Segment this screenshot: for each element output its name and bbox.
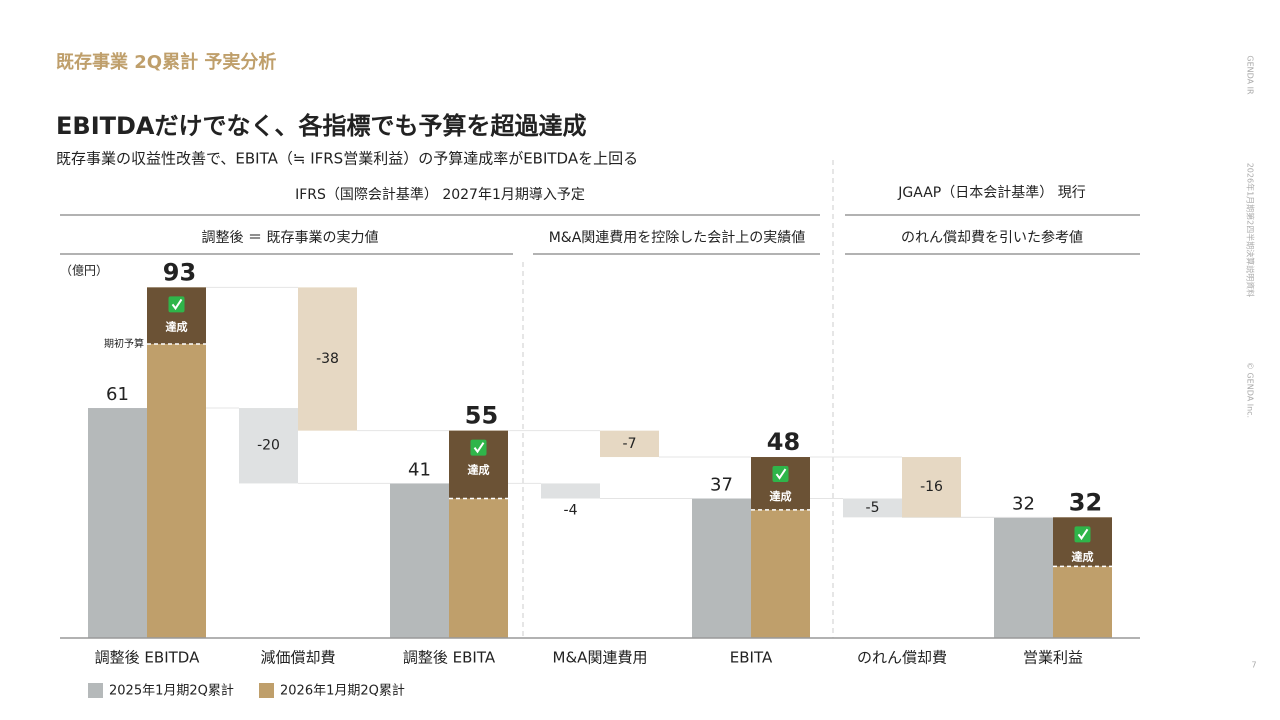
value-label: 61 [106,384,129,405]
legend-label: 2026年1月期2Q累計 [280,683,405,699]
legend-swatch [259,683,274,698]
check-icon [470,439,487,456]
delta-bar [600,430,659,458]
delta-bar [902,457,961,518]
delta-bar [541,483,600,499]
subtitle: 既存事業の収益性改善で、EBITA（≒ IFRS営業利益）の予算達成率がEBIT… [56,150,638,168]
check-icon [168,296,185,313]
unit-label: （億円） [60,264,108,278]
x-tick-label: のれん償却費 [857,649,947,667]
side-copyright: © GENDA Inc. [1246,362,1255,418]
delta-bar [843,498,902,518]
x-tick-label: 減価償却費 [260,649,335,667]
side-brand: GENDA IR [1246,55,1255,95]
x-tick-label: 調整後 EBITA [403,649,496,667]
legend-swatch [88,683,103,698]
value-label: -5 [866,500,880,516]
section-title: 既存事業 2Q累計 予実分析 [56,51,276,73]
page-number: 7 [1251,661,1256,670]
group-header: JGAAP（日本会計基準） 現行 [897,184,1085,201]
x-tick-label: EBITA [730,649,773,667]
check-mark [171,298,183,311]
x-tick-label: 調整後 EBITDA [95,649,200,667]
value-label: -7 [623,436,637,452]
value-label: 48 [767,428,800,456]
value-label: -4 [564,503,578,519]
headline: EBITDAだけでなく、各指標でも予算を超過達成 [56,112,586,140]
side-doc: 2026年1月期第2四半期決算説明資料 [1246,163,1256,298]
value-label: 93 [163,258,196,286]
delta-bar [239,408,298,484]
achieved-label: 達成 [1072,549,1094,563]
check-icon [772,466,789,483]
value-label: 37 [710,475,733,496]
check-mark [775,468,787,480]
total-bar [147,287,206,638]
achieved-label: 達成 [166,319,188,333]
value-label: 55 [465,402,498,430]
sub-header: M&A関連費用を控除した会計上の実績値 [549,230,806,246]
value-label: 32 [1069,488,1102,516]
achieved-label: 達成 [770,489,792,503]
achieved-label: 達成 [468,463,490,477]
achieved-part [751,457,810,510]
achieved-part [147,287,206,344]
value-label: 32 [1012,493,1035,514]
delta-bar [298,287,357,431]
value-label: -20 [257,438,280,454]
total-bar [994,517,1053,638]
group-header: IFRS（国際会計基準） 2027年1月期導入予定 [295,186,585,203]
total-bar [88,408,147,638]
x-tick-label: M&A関連費用 [553,649,648,667]
total-bar [390,483,449,638]
check-mark [473,442,485,454]
budget-label: 期初予算 [104,337,144,350]
value-label: 41 [408,459,431,480]
value-label: -38 [316,351,339,367]
total-bar [692,498,751,638]
sub-header: 調整後 ＝ 既存事業の実力値 [202,230,379,246]
check-icon [1074,526,1091,543]
sub-header: のれん償却費を引いた参考値 [901,229,1083,246]
legend-label: 2025年1月期2Q累計 [109,683,234,699]
x-tick-label: 営業利益 [1023,649,1083,667]
value-label: -16 [920,479,943,495]
check-mark [1077,528,1089,541]
